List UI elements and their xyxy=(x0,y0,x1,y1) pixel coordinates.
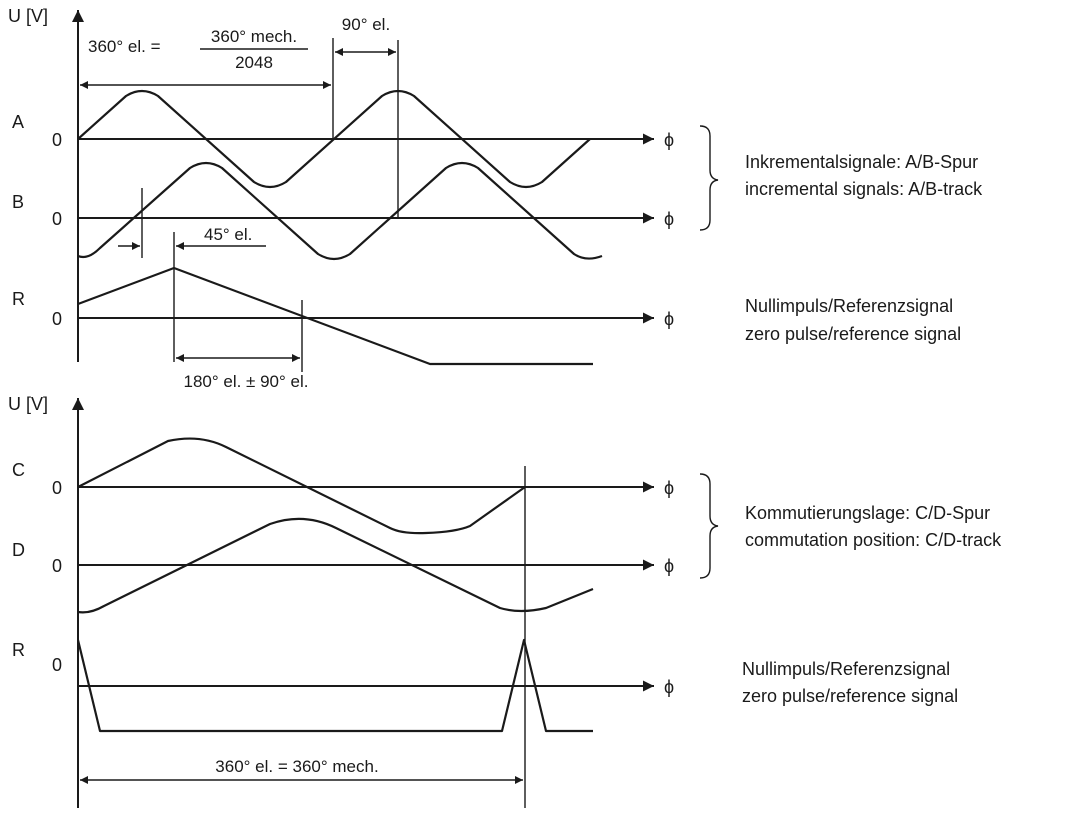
label-zero-pulse-en: zero pulse/reference signal xyxy=(742,686,958,706)
formula-denominator: 2048 xyxy=(235,53,273,72)
formula-lhs: 360° el. = xyxy=(88,37,161,56)
zero-label: 0 xyxy=(52,655,62,675)
waveform-b xyxy=(77,161,603,261)
waveform-r-bottom xyxy=(76,638,593,733)
label-commutation-de: Kommutierungslage: C/D-Spur xyxy=(745,503,990,523)
waveform-d xyxy=(77,517,594,614)
phi-symbol: ϕ xyxy=(664,209,674,229)
annotation-90-el: 90° el. xyxy=(342,15,390,34)
phi-symbol: ϕ xyxy=(664,556,674,576)
zero-label: 0 xyxy=(52,309,62,329)
top-section: U [V] ϕ ϕ ϕ A 0 B 0 R 0 360° el. = 360° … xyxy=(8,6,983,391)
zero-label: 0 xyxy=(52,209,62,229)
signal-label-d: D xyxy=(12,540,25,560)
zero-label: 0 xyxy=(52,130,62,150)
zero-label: 0 xyxy=(52,556,62,576)
phi-symbol: ϕ xyxy=(664,478,674,498)
bottom-axis-label: U [V] xyxy=(8,394,48,414)
waveform-r-top xyxy=(77,266,593,366)
waveform-a xyxy=(77,89,591,189)
signal-label-r: R xyxy=(12,289,25,309)
annotation-180-el: 180° el. ± 90° el. xyxy=(183,372,308,391)
signal-label-b: B xyxy=(12,192,24,212)
top-axis-label: U [V] xyxy=(8,6,48,26)
phi-symbol: ϕ xyxy=(664,677,674,697)
signal-label-r-bottom: R xyxy=(12,640,25,660)
annotation-360-mech: 360° el. = 360° mech. xyxy=(215,757,378,776)
brace xyxy=(699,125,719,231)
phi-symbol: ϕ xyxy=(664,130,674,150)
label-zero-pulse-en: zero pulse/reference signal xyxy=(745,324,961,344)
phi-symbol: ϕ xyxy=(664,309,674,329)
waveform-c xyxy=(77,437,526,535)
label-incremental-de: Inkrementalsignale: A/B-Spur xyxy=(745,152,978,172)
label-zero-pulse-de: Nullimpuls/Referenzsignal xyxy=(745,296,953,316)
label-incremental-en: incremental signals: A/B-track xyxy=(745,179,983,199)
formula-numerator: 360° mech. xyxy=(211,27,297,46)
zero-label: 0 xyxy=(52,478,62,498)
annotation-45-el: 45° el. xyxy=(204,225,252,244)
label-commutation-en: commutation position: C/D-track xyxy=(745,530,1002,550)
brace xyxy=(699,473,719,579)
label-zero-pulse-de: Nullimpuls/Referenzsignal xyxy=(742,659,950,679)
bottom-section: U [V] ϕ ϕ ϕ C 0 D 0 R 0 360° el. = 360° … xyxy=(8,394,1002,808)
signal-label-a: A xyxy=(12,112,24,132)
signal-label-c: C xyxy=(12,460,25,480)
